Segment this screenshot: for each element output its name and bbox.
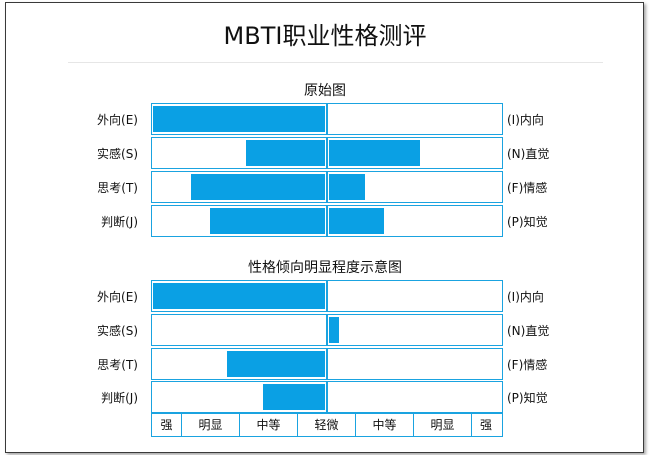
bar-box-right [327, 137, 503, 169]
trait-label-left: 思考(T) [97, 181, 138, 195]
trait-label-right: (F)情感 [507, 358, 548, 372]
score-bar-left [227, 351, 325, 377]
raw-row-ei: 外向(E) (I)内向 [0, 103, 650, 135]
bar-box-right [327, 171, 503, 203]
raw-row-jp: 判断(J) (P)知觉 [0, 205, 650, 237]
tendency-row-ei: 外向(E) (I)内向 [0, 280, 650, 312]
trait-label-left: 实感(S) [97, 324, 138, 338]
bar-box-left [151, 103, 327, 135]
trait-label-left: 外向(E) [97, 113, 138, 127]
trait-label-left: 判断(J) [101, 391, 138, 405]
bar-box-left [151, 171, 327, 203]
bar-box-right [327, 280, 503, 312]
score-bar-left [191, 174, 325, 200]
scale-cell-obvious: 明显 [414, 414, 472, 436]
bar-box-right [327, 314, 503, 346]
score-bar-right [329, 140, 420, 166]
bar-box-left [151, 137, 327, 169]
score-bar-left [246, 140, 325, 166]
trait-label-right: (P)知觉 [507, 391, 548, 405]
score-bar-left [263, 384, 325, 410]
bar-box-left [151, 205, 327, 237]
section-title-tendency: 性格倾向明显程度示意图 [248, 260, 402, 276]
raw-row-tf: 思考(T) (F)情感 [0, 171, 650, 203]
degree-scale: 强 明显 中等 轻微 中等 明显 强 [151, 413, 503, 437]
scale-cell-strong: 强 [152, 414, 182, 436]
title-divider [68, 62, 603, 63]
bar-box-right [327, 381, 503, 413]
trait-label-right: (N)直觉 [507, 324, 550, 338]
score-bar-left [210, 208, 325, 234]
bar-box-left [151, 280, 327, 312]
bar-box-right [327, 205, 503, 237]
score-bar-left [153, 106, 325, 132]
score-bar-left [153, 283, 325, 309]
page-title: MBTI职业性格测评 [223, 22, 427, 50]
bar-box-left [151, 348, 327, 380]
score-bar-right [329, 208, 384, 234]
tendency-row-jp: 判断(J) (P)知觉 [0, 381, 650, 413]
trait-label-right: (N)直觉 [507, 147, 550, 161]
scale-cell-slight: 轻微 [298, 414, 356, 436]
raw-row-sn: 实感(S) (N)直觉 [0, 137, 650, 169]
scale-cell-obvious: 明显 [182, 414, 240, 436]
trait-label-left: 思考(T) [97, 358, 138, 372]
trait-label-right: (F)情感 [507, 181, 548, 195]
trait-label-right: (I)内向 [507, 290, 544, 304]
bar-box-right [327, 348, 503, 380]
bar-box-right [327, 103, 503, 135]
trait-label-left: 实感(S) [97, 147, 138, 161]
bar-box-left [151, 314, 327, 346]
trait-label-left: 外向(E) [97, 290, 138, 304]
tendency-row-tf: 思考(T) (F)情感 [0, 348, 650, 380]
bar-box-left [151, 381, 327, 413]
score-bar-right [329, 317, 339, 343]
scale-cell-medium: 中等 [240, 414, 298, 436]
trait-label-right: (P)知觉 [507, 215, 548, 229]
trait-label-right: (I)内向 [507, 113, 544, 127]
tendency-row-sn: 实感(S) (N)直觉 [0, 314, 650, 346]
section-title-raw: 原始图 [304, 83, 346, 99]
scale-cell-strong: 强 [479, 418, 492, 432]
trait-label-left: 判断(J) [101, 215, 138, 229]
scale-cell-medium: 中等 [356, 414, 414, 436]
score-bar-right [329, 174, 365, 200]
